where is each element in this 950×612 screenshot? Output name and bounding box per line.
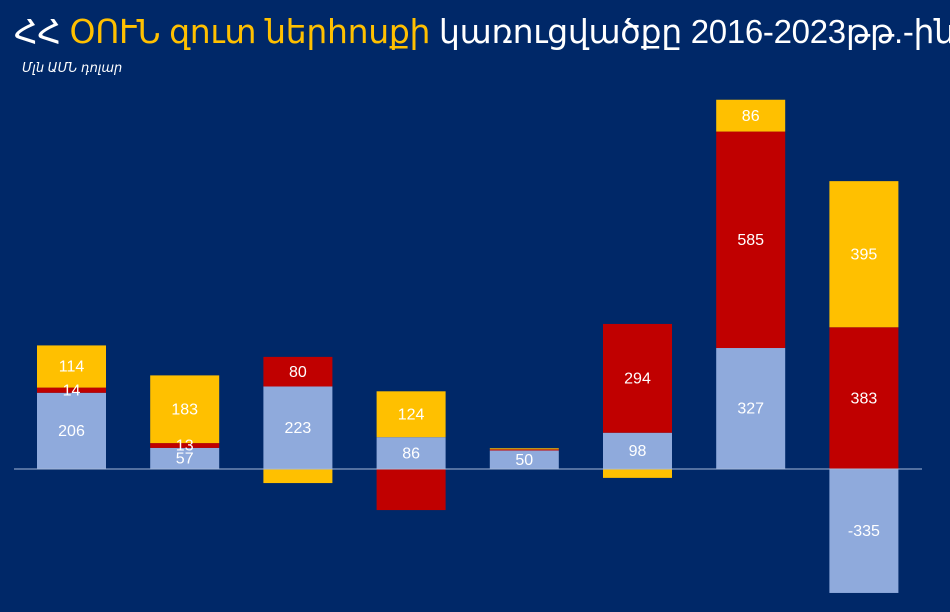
data-label-2022-s1: 327 [737,401,764,418]
bar-segment-2020-s2 [489,449,559,451]
title-part-1: ՀՀ [14,13,61,50]
bar-segment-2023-s2 [829,327,899,469]
bar-segment-2018-s3 [263,469,333,484]
bar-segment-2016-s1 [37,392,106,469]
bar-segment-2022-s3 [716,99,786,132]
bar-segment-2019-s1 [376,437,446,469]
data-label-2016-s1: 206 [58,423,85,440]
title-part-2: ՕՈՒՆ զուտ ներհոսքի [69,13,431,50]
bar-segment-2021-s3 [603,469,672,478]
bar-segment-2022-s1 [716,348,786,469]
data-label-2019-s1: 86 [402,445,420,462]
title-part-3: կառուցվածքը 2016-2023թթ.-ին [439,13,950,50]
bar-segment-2017-s2 [150,443,220,448]
data-label-2018-s2: 80 [289,364,307,381]
bar-segment-2023-s1 [829,469,899,593]
data-label-2016-s3: 114 [59,359,85,376]
data-label-2017-s1: 57 [176,451,194,468]
data-label-2023-s2: 383 [851,390,878,407]
unit-label: Մլն ԱՄՆ դոլար [22,60,123,75]
data-label-2018-s1: 223 [285,420,312,437]
data-label-2023-s1: -335 [848,523,880,540]
data-label-2023-s3: 395 [851,246,878,263]
data-label-2022-s2: 585 [737,232,764,249]
chart-title: ՀՀ ՕՈՒՆ զուտ ներհոսքի կառուցվածքը 2016-2… [14,12,950,51]
bar-segment-2020-s1 [489,450,559,469]
data-label-2016-s2: 14 [63,382,81,399]
data-label-2020-s1: 50 [515,452,533,469]
bar-segment-2017-s3 [150,375,220,444]
data-label-2022-s3: 86 [742,108,760,125]
bar-segment-2022-s2 [716,131,786,349]
data-label-2021-s2: 294 [624,371,651,388]
bar-segment-2020-s3 [489,448,559,450]
bar-segment-2017-s1 [150,447,220,469]
bar-segment-2018-s2 [263,356,333,387]
data-label-2019-s3: 124 [398,406,425,423]
data-label-2017-s2: 13 [176,438,194,455]
data-label-2017-s3: 183 [171,401,198,418]
bar-segment-2021-s1 [603,432,672,469]
bar-segment-2019-s3 [376,391,446,438]
bar-segment-2021-s2 [603,323,672,433]
data-label-2021-s1: 98 [629,443,647,460]
bar-segment-2016-s3 [37,345,106,388]
bar-segment-2019-s2 [376,469,446,511]
bar-segment-2016-s2 [37,387,106,393]
bar-segment-2023-s3 [829,181,899,328]
bar-segment-2018-s1 [263,386,333,469]
